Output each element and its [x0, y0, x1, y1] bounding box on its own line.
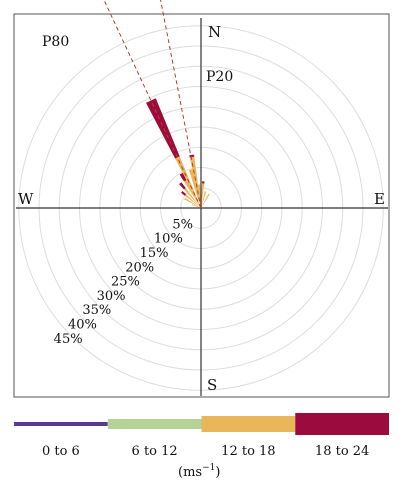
sector-segment — [179, 172, 187, 182]
plot-frame — [13, 13, 390, 398]
percentile-annotations: P80 P20 — [42, 0, 233, 209]
legend-label: 12 to 18 — [221, 444, 275, 459]
direction-label-e: E — [374, 190, 385, 208]
speed-legend: 0 to 6 6 to 12 12 to 18 18 to 24 — [14, 413, 389, 459]
legend-label: 6 to 12 — [132, 444, 178, 459]
sector-segment — [181, 191, 187, 196]
sector-segment — [191, 204, 201, 208]
unit-exponent: −1 — [202, 463, 215, 473]
ring-label: 25% — [111, 275, 140, 290]
sector-segment — [188, 169, 201, 207]
legend-swatch — [295, 413, 389, 435]
ring-label: 30% — [97, 289, 126, 304]
percentile-label: P20 — [206, 69, 233, 85]
sector-segment — [201, 191, 207, 208]
legend-label: 0 to 6 — [42, 444, 80, 459]
sector-segment — [202, 181, 205, 184]
direction-label-w: W — [18, 190, 34, 208]
unit-label: (ms−1) — [178, 463, 220, 480]
sector-segment — [201, 183, 205, 207]
wind-sectors — [146, 98, 210, 210]
legend-swatch — [201, 416, 296, 432]
ring-label: 35% — [82, 303, 111, 318]
sector-segment — [184, 197, 201, 208]
ring-label: 15% — [140, 246, 169, 261]
sector-segment — [183, 179, 201, 207]
sector-segment — [179, 182, 186, 190]
legend-swatch — [14, 422, 108, 426]
ring-labels: 5%10%15%20%25%30%35%40%45% — [54, 217, 193, 347]
percentile-line — [103, 0, 202, 209]
ring-label: 45% — [54, 332, 83, 347]
sector-segment — [146, 98, 180, 159]
unit-open: (ms — [178, 465, 202, 480]
legend-label: 18 to 24 — [315, 444, 369, 459]
sector-segment — [184, 188, 201, 208]
sector-segment — [197, 184, 201, 207]
ring-label: 5% — [172, 217, 193, 232]
sector-segment — [201, 193, 210, 208]
legend-swatch — [107, 419, 202, 429]
sector-segment — [189, 154, 195, 158]
percentile-label: P80 — [42, 34, 69, 50]
sector-segment — [184, 194, 201, 208]
ring-label: 10% — [154, 232, 183, 247]
direction-label-n: N — [208, 23, 221, 41]
unit-close: ) — [215, 465, 220, 480]
ring-label: 40% — [68, 318, 97, 333]
direction-label-s: S — [207, 376, 217, 394]
ring-label: 20% — [125, 260, 154, 275]
